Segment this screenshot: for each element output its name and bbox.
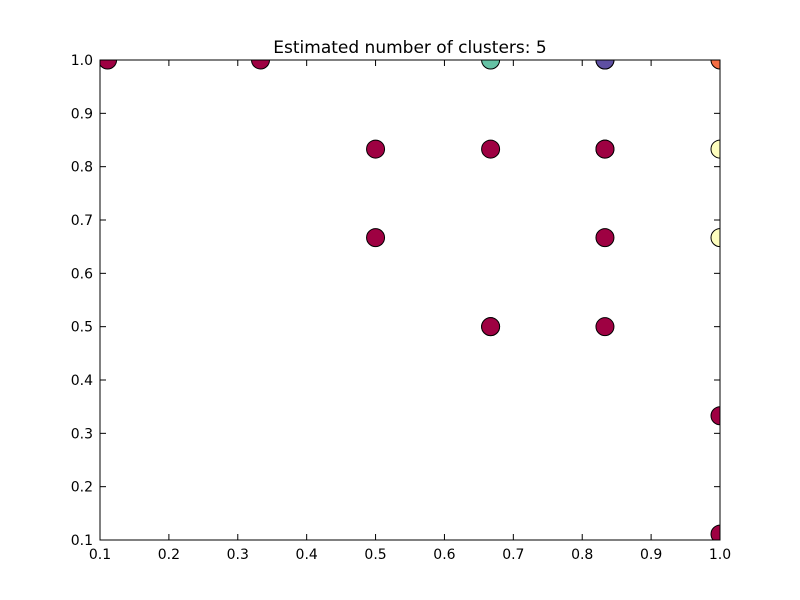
x-tick-label: 0.8 [571,547,593,563]
x-tick-label: 1.0 [709,547,731,563]
scatter-point-cluster-0 [595,317,615,337]
x-tick-label: 0.9 [640,547,662,563]
scatter-point-cluster-0 [710,524,720,540]
axis-ticks: 0.1 0.2 0.3 0.4 0.5 0.6 0.7 0.8 0.9 1.0 0.1 0.2 0.3 0… [71,53,731,563]
x-tick-label: 0.3 [227,547,249,563]
y-tick-label: 0.2 [71,480,93,496]
y-tick-label: 0.3 [71,426,93,442]
scatter-point-cluster-0 [366,139,386,159]
chart-title: Estimated number of clusters: 5 [273,38,546,58]
y-tick-label: 0.6 [71,266,93,282]
scatter-point-cluster-0 [100,60,118,70]
y-tick-label: 0.1 [71,533,93,549]
scatter-point-cluster-0 [481,317,501,337]
x-tick-label: 0.4 [296,547,318,563]
scatter-point-cluster-0 [595,139,615,159]
scatter-point-cluster-4 [710,228,720,248]
scatter-point-cluster-0 [710,406,720,426]
points-layer [100,60,720,540]
scatter-point-cluster-3 [710,60,720,70]
y-tick-label: 0.7 [71,213,93,229]
scatter-point-cluster-0 [595,228,615,248]
x-tick-label: 0.1 [89,547,111,563]
scatter-point-cluster-0 [251,60,271,70]
scatter-point-cluster-0 [366,228,386,248]
y-tick-label: 0.4 [71,373,93,389]
y-tick-label: 0.5 [71,320,93,336]
x-tick-label: 0.2 [158,547,180,563]
scatter-point-cluster-4 [710,139,720,159]
x-tick-label: 0.7 [502,547,524,563]
scatter-point-cluster-2 [595,60,615,70]
scatter-point-cluster-1 [481,60,501,70]
x-tick-label: 0.5 [364,547,386,563]
y-tick-label: 0.9 [71,106,93,122]
scatter-point-cluster-0 [481,139,501,159]
plot-frame [99,59,721,541]
y-tick-label: 1.0 [71,53,93,69]
y-tick-label: 0.8 [71,160,93,176]
x-tick-label: 0.6 [433,547,455,563]
